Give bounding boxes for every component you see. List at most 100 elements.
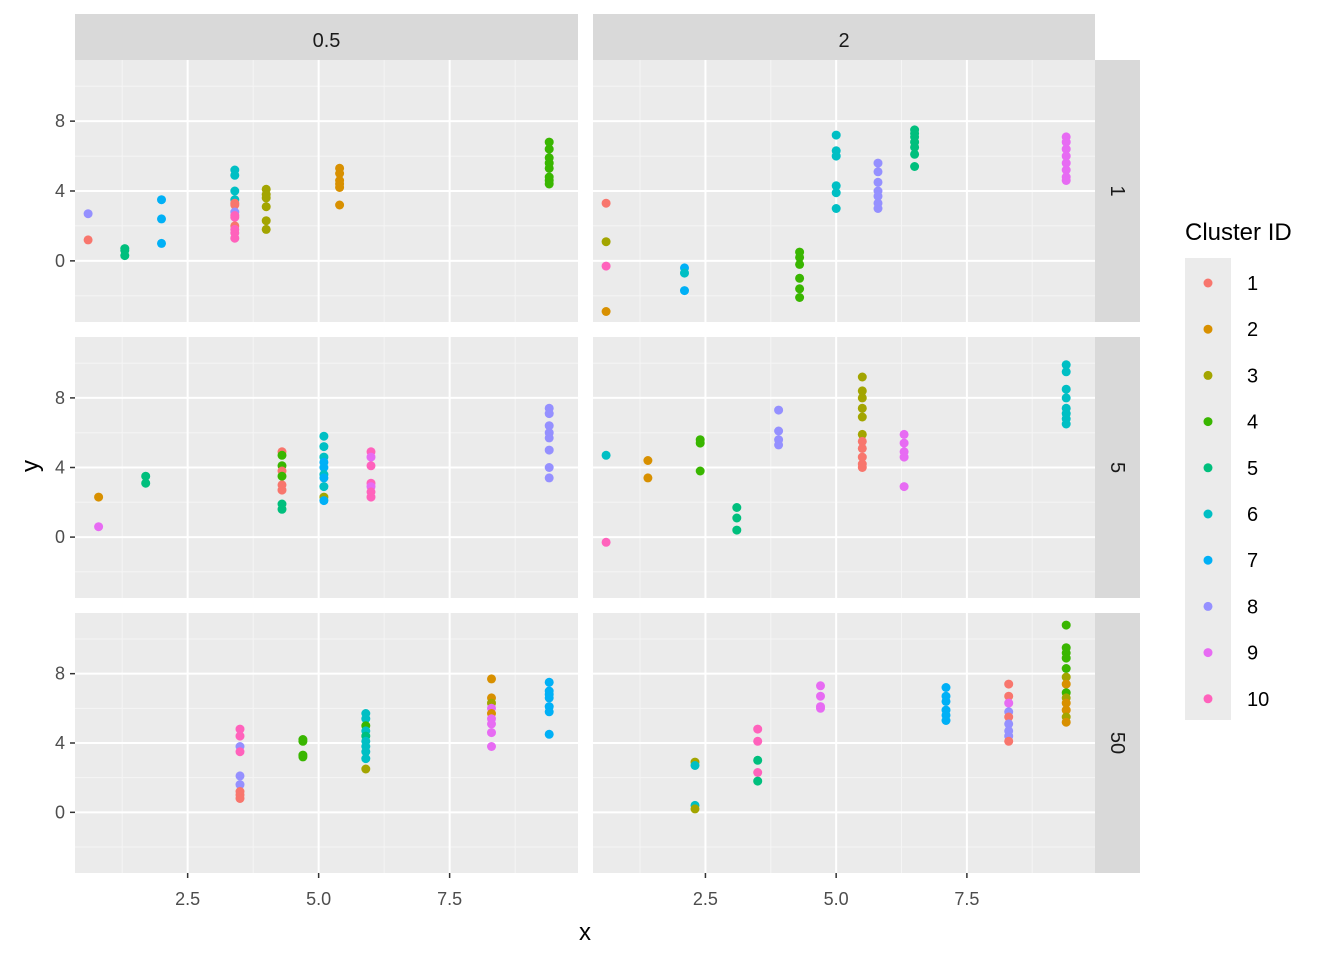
data-point-cluster-4: [795, 293, 805, 302]
x-tick-label: 7.5: [437, 889, 462, 909]
data-point-cluster-6: [831, 151, 841, 161]
legend-label-2: 2: [1247, 319, 1258, 341]
legend-key-2: [1203, 324, 1213, 334]
data-point-cluster-9: [487, 719, 496, 729]
data-point-cluster-9: [1061, 165, 1071, 175]
data-point-cluster-5: [753, 755, 763, 765]
panel-0.5-1: [75, 60, 578, 322]
data-point-cluster-8: [873, 167, 883, 177]
data-point-cluster-7: [544, 729, 554, 739]
data-point-cluster-4: [544, 163, 554, 173]
data-point-cluster-8: [774, 426, 784, 436]
data-point-cluster-3: [857, 412, 867, 422]
data-point-cluster-10: [753, 736, 763, 746]
data-point-cluster-8: [544, 433, 554, 443]
y-tick-label: 4: [55, 733, 65, 753]
data-point-cluster-9: [1004, 698, 1014, 708]
data-point-cluster-9: [1061, 137, 1071, 147]
data-point-cluster-6: [230, 170, 240, 180]
data-point-cluster-6: [361, 714, 371, 724]
data-point-cluster-3: [261, 193, 271, 203]
data-point-cluster-5: [910, 162, 920, 171]
panel-2-1: [593, 60, 1095, 322]
data-point-cluster-3: [261, 224, 271, 234]
data-point-cluster-6: [319, 442, 329, 452]
data-point-cluster-9: [899, 482, 909, 492]
legend-label-3: 3: [1247, 365, 1258, 387]
data-point-cluster-1: [230, 200, 240, 210]
legend-key-background: [1185, 258, 1231, 720]
data-point-cluster-6: [601, 450, 611, 460]
legend-key-1: [1203, 278, 1213, 288]
data-point-cluster-5: [141, 478, 151, 488]
data-point-cluster-4: [795, 273, 805, 283]
data-point-cluster-4: [544, 144, 554, 154]
data-point-cluster-6: [1061, 367, 1071, 377]
data-point-cluster-2: [1061, 698, 1071, 708]
data-point-cluster-2: [487, 674, 496, 684]
data-point-cluster-6: [361, 754, 371, 764]
row-strip-label: 5: [1106, 462, 1128, 473]
data-point-cluster-7: [157, 238, 166, 248]
data-point-cluster-4: [544, 137, 554, 147]
data-point-cluster-1: [1004, 679, 1014, 689]
data-point-cluster-8: [235, 771, 245, 781]
data-point-cluster-10: [230, 233, 240, 243]
data-point-cluster-2: [643, 473, 653, 483]
panel-2-5: [593, 337, 1095, 598]
data-point-cluster-8: [83, 209, 93, 219]
data-point-cluster-9: [816, 703, 825, 713]
data-point-cluster-9: [1061, 151, 1071, 161]
data-point-cluster-4: [1061, 653, 1071, 663]
data-point-cluster-8: [873, 191, 883, 201]
data-point-cluster-6: [680, 268, 689, 278]
y-tick-label: 8: [55, 111, 65, 131]
data-point-cluster-10: [601, 537, 611, 547]
x-tick-label: 7.5: [954, 889, 979, 909]
row-strip-background: [1095, 60, 1140, 322]
legend-label-7: 7: [1247, 550, 1258, 572]
data-point-cluster-4: [277, 471, 287, 481]
data-point-cluster-8: [235, 780, 245, 790]
data-point-cluster-4: [1061, 664, 1071, 673]
data-point-cluster-2: [335, 183, 345, 192]
legend-title: Cluster ID: [1185, 219, 1292, 246]
data-point-cluster-1: [857, 436, 867, 446]
row-strip-label: 1: [1106, 185, 1128, 196]
data-point-cluster-9: [899, 429, 909, 439]
data-point-cluster-7: [544, 707, 554, 717]
data-point-cluster-9: [816, 681, 825, 691]
data-point-cluster-1: [235, 794, 245, 803]
data-point-cluster-7: [157, 195, 166, 205]
data-point-cluster-6: [831, 130, 841, 140]
column-strip-label: 2: [838, 30, 849, 52]
data-point-cluster-8: [544, 463, 554, 472]
data-point-cluster-6: [361, 747, 371, 757]
data-point-cluster-2: [1061, 679, 1071, 689]
data-point-cluster-4: [695, 466, 705, 476]
data-point-cluster-9: [1061, 144, 1071, 154]
legend-label-5: 5: [1247, 458, 1258, 480]
data-point-cluster-8: [544, 421, 554, 431]
legend-key-8: [1203, 601, 1213, 611]
data-point-cluster-10: [753, 768, 763, 777]
data-point-cluster-4: [1061, 620, 1071, 630]
data-point-cluster-5: [910, 142, 920, 152]
data-point-cluster-6: [690, 761, 700, 770]
data-point-cluster-6: [230, 186, 240, 196]
legend-label-9: 9: [1247, 643, 1258, 665]
data-point-cluster-3: [857, 393, 867, 403]
data-point-cluster-5: [910, 149, 920, 159]
data-point-cluster-6: [319, 431, 329, 441]
row-strip-background: [1095, 337, 1140, 598]
data-point-cluster-7: [941, 716, 951, 725]
data-point-cluster-8: [873, 204, 883, 213]
data-point-cluster-8: [873, 177, 883, 187]
data-point-cluster-4: [795, 259, 805, 269]
data-point-cluster-7: [544, 693, 554, 703]
y-tick-label: 4: [55, 181, 65, 201]
data-point-cluster-8: [774, 405, 784, 415]
x-tick-label: 2.5: [175, 889, 200, 909]
column-strip-background: [75, 14, 578, 60]
